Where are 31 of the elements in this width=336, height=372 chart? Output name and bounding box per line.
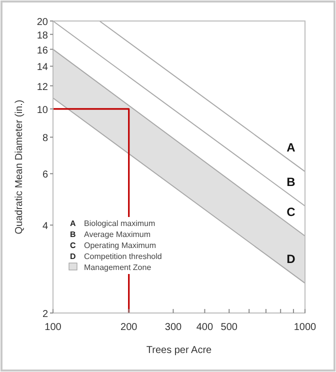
x-tick-label: 1000: [294, 322, 317, 333]
y-tick-label: 12: [36, 82, 48, 93]
y-axis-title: Quadratic Mean Diameter (in.): [14, 100, 25, 234]
text: D: [70, 252, 76, 261]
series-label: A: [286, 140, 296, 155]
text: C: [70, 241, 76, 250]
y-tick-label: 4: [42, 221, 48, 232]
series-label: C: [286, 205, 296, 220]
annotation: Operating Maximum: [84, 241, 156, 250]
y-tick-label: 14: [36, 62, 48, 74]
y-tick-label: 10: [36, 104, 48, 116]
y-tick-label: 8: [42, 133, 48, 144]
y-tick-label: 18: [36, 30, 48, 42]
x-tick-label: 300: [164, 322, 182, 333]
text: B: [70, 230, 76, 239]
x-tick-label: 500: [220, 322, 238, 333]
x-tick-label: 400: [196, 322, 214, 333]
annotation: Average Maximum: [84, 230, 151, 239]
x-tick-label: 200: [120, 322, 138, 333]
text: A: [70, 219, 76, 228]
series-label: B: [286, 175, 296, 190]
series-label: D: [286, 252, 296, 266]
y-tick-label: 16: [36, 45, 48, 56]
annotation: Competition threshold: [84, 252, 162, 261]
x-tick-label: 100: [44, 322, 62, 333]
annotation: Management Zone: [84, 263, 152, 272]
x-axis-title: Trees per Acre: [146, 345, 212, 356]
y-tick-label: 2: [42, 309, 48, 320]
y-tick-label: 20: [36, 17, 48, 28]
y-tick-label: 6: [42, 170, 48, 181]
annotation: Biological maximum: [84, 219, 156, 228]
